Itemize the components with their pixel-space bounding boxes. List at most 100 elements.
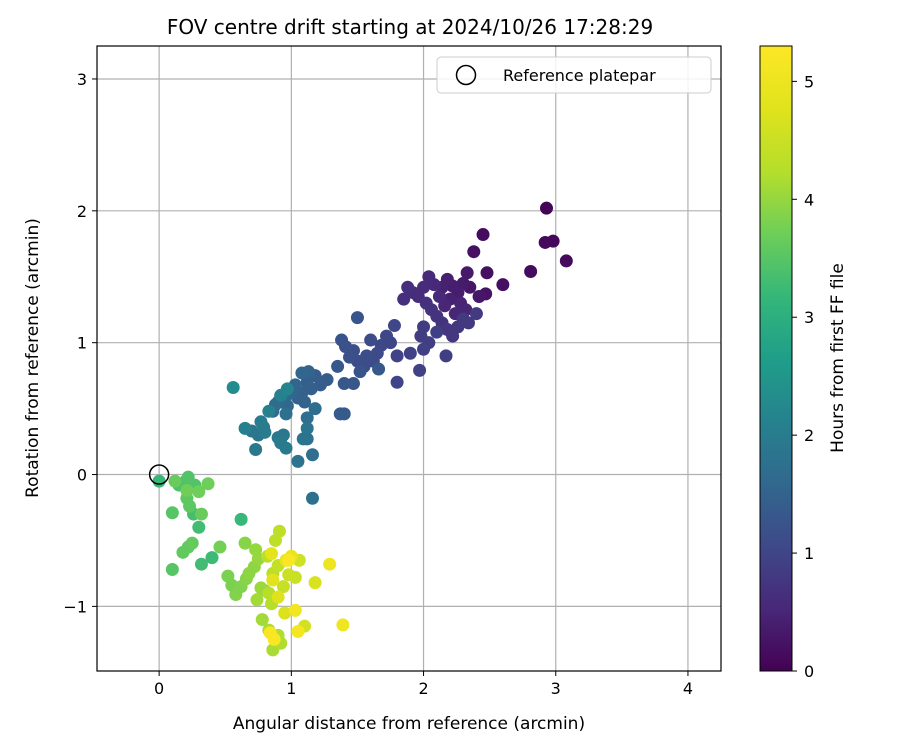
- scatter-point: [266, 573, 280, 587]
- scatter-point: [201, 477, 215, 491]
- scatter-point: [538, 235, 552, 249]
- scatter-point: [364, 333, 378, 347]
- scatter-point: [335, 333, 349, 347]
- scatter-point: [213, 540, 227, 554]
- y-tick-label: 0: [77, 466, 87, 485]
- scatter-point: [271, 590, 285, 604]
- axes-frame: [96, 45, 722, 672]
- legend-entry: Reference platepar: [503, 66, 656, 85]
- scatter-point: [422, 270, 436, 284]
- scatter-point: [250, 593, 264, 607]
- legend: Reference platepar: [436, 56, 712, 94]
- y-axis-label: Rotation from reference (arcmin): [23, 218, 43, 498]
- scatter-point: [476, 228, 490, 242]
- scatter-point: [168, 474, 182, 488]
- scatter-point: [496, 278, 510, 292]
- scatter-point: [255, 613, 269, 627]
- colorbar-tick-label: 3: [804, 308, 814, 327]
- y-tick-label: 3: [77, 70, 87, 89]
- scatter-point: [336, 618, 350, 632]
- scatter-point: [417, 342, 431, 356]
- y-tick-label: 1: [77, 334, 87, 353]
- scatter-point: [524, 264, 538, 278]
- scatter-point: [238, 536, 252, 550]
- colorbar-label: Hours from first FF file: [828, 263, 848, 453]
- scatter-point: [308, 402, 322, 416]
- x-tick-label: 2: [418, 679, 428, 698]
- colorbar-tick-label: 4: [804, 190, 814, 209]
- scatter-point: [372, 362, 386, 376]
- colorbar-ticks: 0 1 2 3 4 5: [792, 72, 814, 681]
- scatter-point: [337, 407, 351, 421]
- scatter-point: [353, 365, 367, 379]
- scatter-point: [298, 395, 312, 409]
- scatter-point: [559, 254, 573, 268]
- scatter-point: [249, 543, 263, 557]
- scatter-point: [472, 290, 486, 304]
- x-tick-label: 1: [286, 679, 296, 698]
- x-tick-label: 0: [154, 679, 164, 698]
- scatter-point: [346, 377, 360, 391]
- scatter-point: [282, 553, 296, 567]
- scatter-point: [308, 576, 322, 590]
- scatter-point: [305, 491, 319, 505]
- scatter-point: [272, 524, 286, 538]
- scatter-point: [262, 404, 276, 418]
- scatter-point: [194, 507, 208, 521]
- scatter-point: [480, 266, 494, 280]
- scatter-point: [254, 415, 268, 429]
- scatter-point: [300, 421, 314, 435]
- scatter-point: [387, 319, 401, 333]
- scatter-point: [291, 624, 305, 638]
- scatter-point: [194, 557, 208, 571]
- scatter-point: [461, 316, 475, 330]
- data-points: [152, 201, 573, 657]
- scatter-point: [390, 375, 404, 389]
- legend-marker: [455, 64, 477, 86]
- scatter-point: [397, 292, 411, 306]
- scatter-point: [390, 349, 404, 363]
- scatter-point: [278, 606, 292, 620]
- scatter-point: [413, 363, 427, 377]
- x-axis-label: Angular distance from reference (arcmin): [233, 714, 585, 734]
- y-axis-ticks: −1 0 1 2 3: [63, 70, 97, 616]
- scatter-point: [280, 382, 294, 396]
- scatter-point: [276, 580, 290, 594]
- scatter-point: [343, 350, 357, 364]
- scatter-point: [180, 483, 194, 497]
- x-tick-label: 4: [683, 679, 693, 698]
- scatter-point: [305, 448, 319, 462]
- x-tick-label: 3: [551, 679, 561, 698]
- scatter-point: [296, 432, 310, 446]
- scatter-point: [403, 346, 417, 360]
- y-tick-label: −1: [63, 597, 87, 616]
- scatter-point: [234, 512, 248, 526]
- scatter-point: [323, 557, 337, 571]
- scatter-point: [288, 603, 302, 617]
- scatter-point: [152, 474, 166, 488]
- y-tick-label: 2: [77, 202, 87, 221]
- colorbar: [759, 45, 793, 672]
- scatter-point: [205, 551, 219, 565]
- scatter-point: [460, 266, 474, 280]
- scatter-point: [165, 562, 179, 576]
- scatter-point: [226, 381, 240, 395]
- scatter-point: [192, 485, 206, 499]
- scatter-point: [265, 547, 279, 561]
- scatter-point: [467, 245, 481, 259]
- scatter-point: [295, 366, 309, 380]
- scatter-point: [279, 407, 293, 421]
- scatter-point: [469, 307, 483, 321]
- scatter-point: [183, 499, 197, 513]
- chart-title: FOV centre drift starting at 2024/10/26 …: [167, 15, 653, 39]
- scatter-point: [432, 290, 446, 304]
- scatter-point: [288, 570, 302, 584]
- scatter-point: [192, 520, 206, 534]
- scatter-point: [238, 421, 252, 435]
- colorbar-tick-label: 0: [804, 662, 814, 681]
- scatter-point: [430, 325, 444, 339]
- scatter-point: [300, 411, 314, 425]
- scatter-point: [291, 454, 305, 468]
- scatter-point: [267, 632, 281, 646]
